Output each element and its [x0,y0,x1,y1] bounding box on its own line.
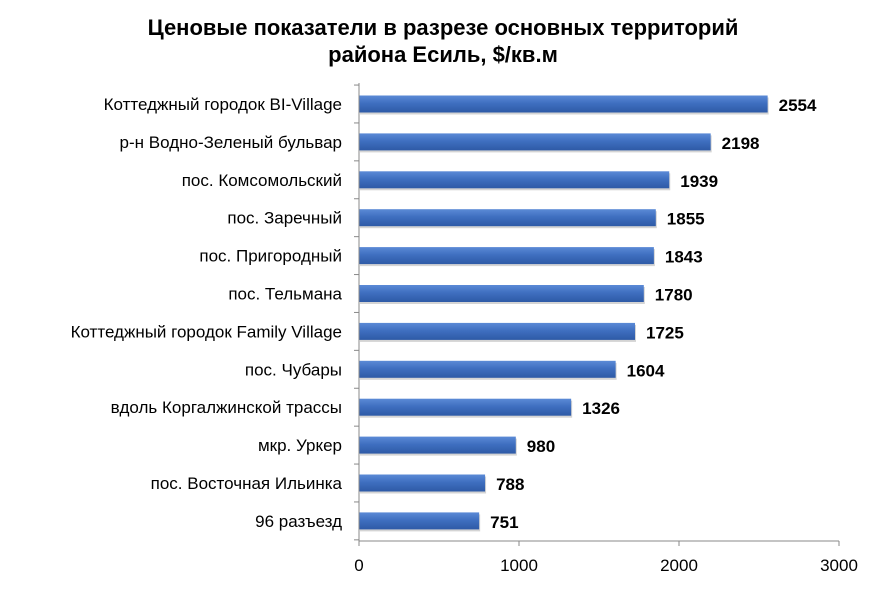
category-label: пос. Пригородный [199,247,342,266]
value-label: 1604 [627,361,665,380]
value-label: 1780 [655,286,693,305]
bar [359,285,644,302]
value-label: 1725 [646,323,684,342]
value-label: 1843 [665,248,703,267]
bar [359,512,480,530]
bar [359,247,654,265]
category-label: пос. Комсомольский [182,171,342,190]
value-label: 2198 [722,134,760,153]
bar [359,209,656,227]
value-label: 751 [490,513,518,532]
value-label: 788 [496,475,524,494]
category-label: пос. Заречный [227,209,342,228]
bar [359,474,486,492]
value-label: 980 [527,437,555,456]
category-label: Коттеджный городок Family Village [71,322,342,341]
category-label: 96 разъезд [255,512,342,531]
value-label: 1939 [680,172,718,191]
x-tick-label: 2000 [660,556,698,575]
x-tick-label: 1000 [500,556,538,575]
value-label: 2554 [779,96,817,115]
category-label: р-н Водно-Зеленый бульвар [120,133,342,152]
category-label: мкр. Уркер [258,436,342,455]
value-label: 1326 [582,399,620,418]
category-label: Коттеджный городок BI-Village [104,95,342,114]
bar [359,436,516,454]
bar [359,322,635,340]
value-label: 1855 [667,210,705,229]
axis-layer [354,83,840,546]
bar [359,95,768,113]
x-tick-label: 0 [354,556,363,575]
category-label: пос. Чубары [245,360,342,379]
bar [359,398,572,416]
bar [359,171,670,189]
labels-layer: Коттеджный городок BI-Village 2554 р-н Вод… [71,95,858,575]
bars-layer [359,95,769,532]
x-tick-label: 3000 [820,556,858,575]
bar [359,133,711,151]
category-label: пос. Тельмана [228,285,342,304]
category-label: вдоль Коргалжинской трассы [111,398,342,417]
chart-title: Ценовые показатели в разрезе основных те… [147,15,739,67]
bar [359,360,616,378]
category-label: пос. Восточная Ильинка [151,474,343,493]
